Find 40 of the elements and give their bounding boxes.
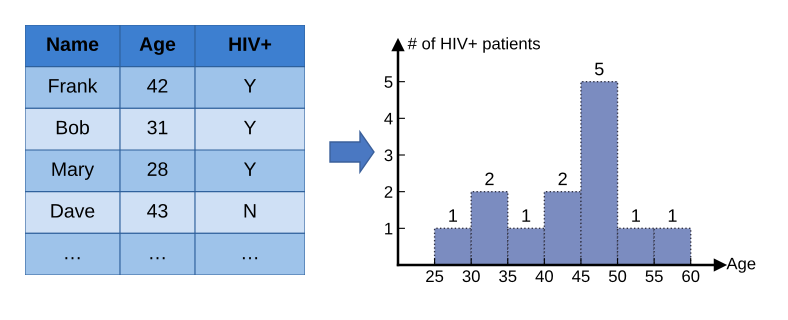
y-tick-label: 2	[384, 186, 392, 198]
y-tick-label: 5	[384, 76, 392, 88]
text: 43	[147, 204, 168, 218]
x-tick-label: 40	[535, 270, 553, 282]
data-label: 2	[558, 172, 567, 186]
data-label: 1	[449, 209, 458, 222]
y-tick-label: 1	[385, 222, 392, 234]
x-tick-label: 35	[499, 270, 516, 282]
data-label: 1	[632, 209, 640, 222]
text: Y	[244, 120, 256, 134]
text: 31	[147, 120, 168, 134]
text: Frank	[49, 78, 98, 93]
data-label: 1	[668, 209, 677, 222]
category-label: Name	[47, 37, 98, 52]
text: Y	[244, 162, 256, 176]
y-tick-label: 4	[384, 112, 393, 124]
data-label: 1	[522, 209, 530, 222]
x-tick-label: 55	[646, 270, 663, 282]
text: …	[150, 257, 165, 260]
data-label: 2	[485, 172, 494, 186]
x-tick-label: 50	[608, 270, 626, 282]
x-axis-title: Age	[726, 258, 756, 273]
x-tick-label: 30	[462, 270, 480, 282]
text: 28	[148, 162, 168, 176]
x-tick-label: 60	[682, 270, 700, 282]
text: N	[244, 204, 256, 218]
y-tick-label: 3	[384, 149, 392, 162]
text: Bob	[56, 120, 89, 134]
text: …	[65, 257, 80, 260]
text: Dave	[51, 204, 94, 218]
category-label: Age	[140, 37, 176, 55]
category-label: HIV+	[229, 37, 272, 51]
text: …	[242, 257, 258, 260]
text: 42	[147, 78, 168, 93]
text: Y	[244, 79, 256, 93]
x-tick-label: 45	[572, 270, 590, 282]
text: Mary	[52, 162, 94, 180]
data-label: 5	[594, 62, 604, 76]
x-tick-label: 25	[426, 270, 444, 282]
y-axis-title: # of HIV+ patients	[408, 37, 540, 53]
